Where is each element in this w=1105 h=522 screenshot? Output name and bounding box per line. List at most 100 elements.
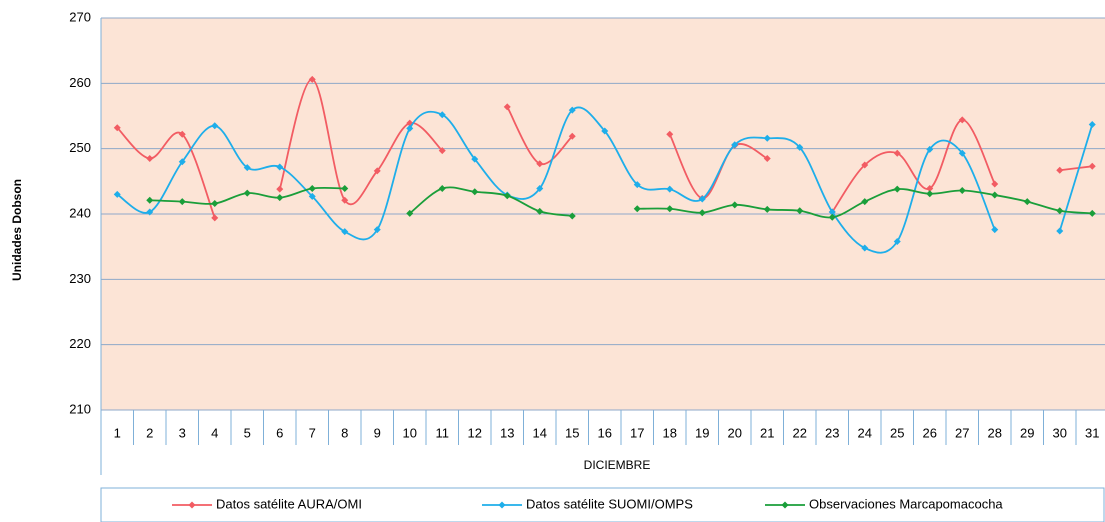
x-tick-label: 25 <box>890 425 904 440</box>
x-tick-label: 27 <box>955 425 969 440</box>
point-marker <box>958 149 966 157</box>
point-marker <box>276 163 284 171</box>
y-tick-label: 230 <box>69 271 91 286</box>
x-tick-label: 30 <box>1053 425 1067 440</box>
point-marker <box>341 228 349 236</box>
point-marker <box>958 186 966 194</box>
point-marker <box>276 185 284 193</box>
point-marker <box>211 200 219 208</box>
point-marker <box>373 167 381 175</box>
point-marker <box>861 161 869 169</box>
point-marker <box>146 208 154 216</box>
point-marker <box>828 208 836 216</box>
x-tick-label: 5 <box>244 425 251 440</box>
point-marker <box>666 130 674 138</box>
x-tick-label: 7 <box>309 425 316 440</box>
point-marker <box>308 75 316 83</box>
point-marker <box>991 191 999 199</box>
point-marker <box>308 192 316 200</box>
point-marker <box>113 190 121 198</box>
point-marker <box>146 196 154 204</box>
point-marker <box>211 122 219 130</box>
point-marker <box>828 213 836 221</box>
point-marker <box>731 141 739 149</box>
x-tick-label: 21 <box>760 425 774 440</box>
point-marker <box>926 145 934 153</box>
point-marker <box>276 194 284 202</box>
series-line <box>116 106 1094 254</box>
y-tick-label: 260 <box>69 75 91 90</box>
point-marker <box>861 198 869 206</box>
x-tick-label: 29 <box>1020 425 1034 440</box>
point-marker <box>763 205 771 213</box>
point-marker <box>178 198 186 206</box>
x-tick-label: 17 <box>630 425 644 440</box>
x-tick-label: 16 <box>598 425 612 440</box>
x-tick-label: 9 <box>374 425 381 440</box>
x-tick-label: 22 <box>793 425 807 440</box>
x-tick-label: 10 <box>403 425 417 440</box>
x-tick-label: 4 <box>211 425 218 440</box>
legend-label: Datos satélite AURA/OMI <box>216 496 362 511</box>
y-tick-label: 210 <box>69 401 91 416</box>
legend-marker <box>781 501 789 509</box>
point-marker <box>698 209 706 217</box>
point-marker <box>763 154 771 162</box>
x-tick-label: 8 <box>341 425 348 440</box>
point-marker <box>893 185 901 193</box>
point-marker <box>1088 209 1096 217</box>
point-marker <box>633 181 641 189</box>
legend-marker <box>498 501 506 509</box>
x-tick-label: 3 <box>179 425 186 440</box>
point-marker <box>536 160 544 168</box>
point-marker <box>991 226 999 234</box>
point-marker <box>926 190 934 198</box>
point-marker <box>243 189 251 197</box>
legend-label: Datos satélite SUOMI/OMPS <box>526 496 693 511</box>
point-marker <box>893 149 901 157</box>
point-marker <box>1056 166 1064 174</box>
point-marker <box>893 237 901 245</box>
x-tick-label: 28 <box>988 425 1002 440</box>
x-tick-label: 23 <box>825 425 839 440</box>
point-marker <box>926 185 934 193</box>
point-marker <box>308 185 316 193</box>
x-tick-label: 24 <box>858 425 872 440</box>
point-marker <box>796 143 804 151</box>
point-marker <box>146 154 154 162</box>
legend-marker <box>188 501 196 509</box>
y-tick-label: 250 <box>69 140 91 155</box>
point-marker <box>341 185 349 193</box>
point-marker <box>958 116 966 124</box>
point-marker <box>731 201 739 209</box>
point-marker <box>438 147 446 155</box>
point-marker <box>438 111 446 119</box>
point-marker <box>438 185 446 193</box>
point-marker <box>568 106 576 114</box>
point-marker <box>243 164 251 172</box>
x-tick-label: 1 <box>114 425 121 440</box>
x-tick-label: 14 <box>533 425 547 440</box>
point-marker <box>698 195 706 203</box>
point-marker <box>991 180 999 188</box>
x-tick-label: 13 <box>500 425 514 440</box>
y-axis-label: Unidades Dobson <box>10 179 24 281</box>
point-marker <box>1023 198 1031 206</box>
x-tick-label: 12 <box>468 425 482 440</box>
point-marker <box>471 188 479 196</box>
point-marker <box>796 207 804 215</box>
point-marker <box>113 124 121 132</box>
x-tick-label: 19 <box>695 425 709 440</box>
point-marker <box>341 196 349 204</box>
point-marker <box>1088 120 1096 128</box>
point-marker <box>861 244 869 252</box>
point-marker <box>536 185 544 193</box>
point-marker <box>568 212 576 220</box>
point-marker <box>1056 207 1064 215</box>
point-marker <box>471 155 479 163</box>
point-marker <box>178 158 186 166</box>
point-marker <box>211 214 219 222</box>
y-tick-label: 270 <box>69 9 91 24</box>
point-marker <box>536 207 544 215</box>
